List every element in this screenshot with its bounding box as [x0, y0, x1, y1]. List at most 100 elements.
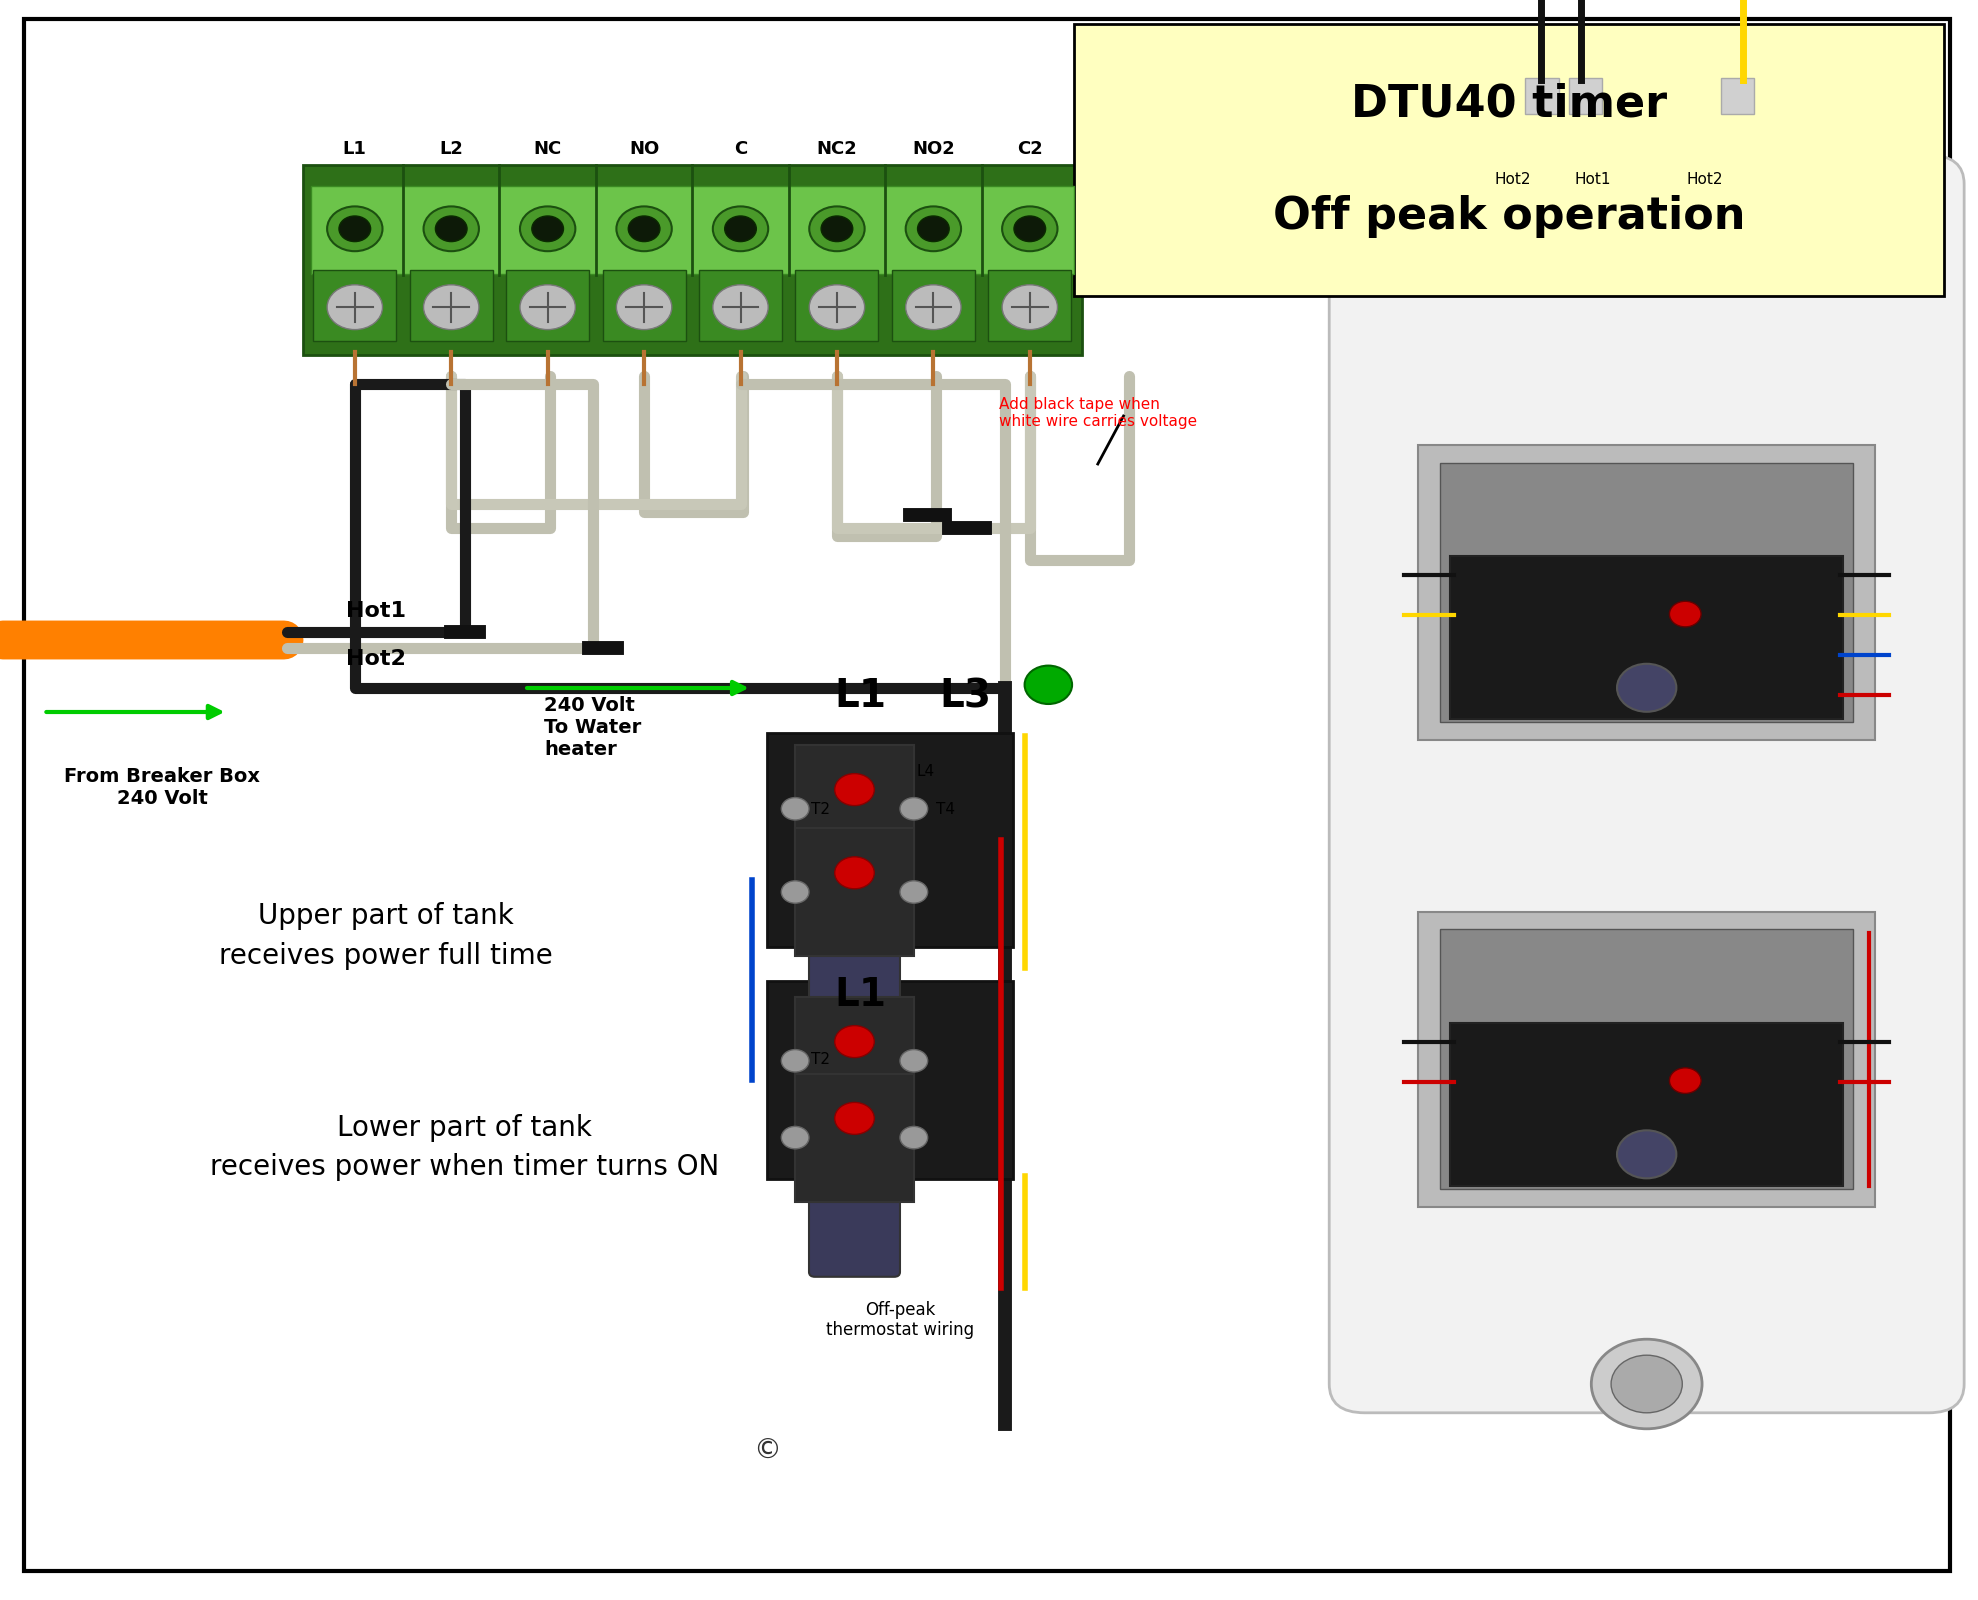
Circle shape	[712, 285, 767, 330]
Circle shape	[326, 285, 382, 330]
Text: C2: C2	[1017, 141, 1042, 158]
FancyBboxPatch shape	[1440, 462, 1853, 722]
Circle shape	[423, 206, 479, 251]
Circle shape	[1669, 1067, 1701, 1093]
Text: Off-peak
thermostat wiring: Off-peak thermostat wiring	[827, 1301, 973, 1339]
Circle shape	[835, 1026, 874, 1058]
FancyBboxPatch shape	[1525, 78, 1559, 114]
FancyBboxPatch shape	[303, 165, 1082, 355]
Text: L1: L1	[835, 976, 886, 1014]
Circle shape	[338, 216, 370, 242]
Circle shape	[809, 206, 864, 251]
FancyBboxPatch shape	[1329, 155, 1964, 1413]
Circle shape	[781, 1126, 809, 1149]
Circle shape	[1669, 602, 1701, 627]
Circle shape	[712, 206, 767, 251]
Circle shape	[900, 797, 928, 819]
Text: C: C	[734, 141, 748, 158]
Circle shape	[520, 206, 576, 251]
Text: Hot2: Hot2	[1495, 171, 1531, 187]
FancyBboxPatch shape	[989, 270, 1072, 341]
Text: Hot2: Hot2	[346, 650, 405, 669]
FancyBboxPatch shape	[809, 947, 900, 1045]
Text: T4: T4	[936, 802, 955, 818]
Circle shape	[724, 216, 756, 242]
Circle shape	[835, 858, 874, 888]
FancyBboxPatch shape	[795, 997, 914, 1125]
Text: Lower part of tank
receives power when timer turns ON: Lower part of tank receives power when t…	[210, 1114, 720, 1181]
Circle shape	[1618, 664, 1677, 712]
Circle shape	[809, 285, 864, 330]
FancyBboxPatch shape	[1418, 912, 1875, 1206]
FancyBboxPatch shape	[506, 270, 589, 341]
Circle shape	[1590, 1339, 1701, 1429]
FancyBboxPatch shape	[1418, 445, 1875, 739]
Circle shape	[900, 1126, 928, 1149]
FancyBboxPatch shape	[795, 827, 914, 955]
FancyBboxPatch shape	[1450, 555, 1843, 718]
Text: L1: L1	[342, 141, 366, 158]
Circle shape	[900, 880, 928, 902]
FancyBboxPatch shape	[1074, 24, 1944, 296]
Circle shape	[520, 285, 576, 330]
Circle shape	[617, 285, 673, 330]
Text: Hot1: Hot1	[1574, 171, 1610, 187]
Text: L2: L2	[439, 141, 463, 158]
FancyBboxPatch shape	[311, 186, 1074, 274]
FancyBboxPatch shape	[1569, 78, 1602, 114]
FancyBboxPatch shape	[1721, 78, 1754, 114]
Text: Off peak operation: Off peak operation	[1274, 195, 1745, 238]
Circle shape	[821, 216, 853, 242]
Circle shape	[629, 216, 661, 242]
Text: NC2: NC2	[817, 141, 856, 158]
Text: DTU40 timer: DTU40 timer	[1351, 82, 1667, 125]
Text: Hot2: Hot2	[1687, 171, 1723, 187]
Text: L1: L1	[835, 677, 886, 715]
FancyBboxPatch shape	[767, 981, 1013, 1179]
FancyBboxPatch shape	[698, 270, 781, 341]
Circle shape	[918, 216, 949, 242]
FancyBboxPatch shape	[313, 270, 396, 341]
FancyBboxPatch shape	[795, 746, 914, 874]
FancyBboxPatch shape	[767, 733, 1013, 947]
Text: Hot1: Hot1	[346, 602, 405, 621]
Circle shape	[1618, 1130, 1677, 1178]
FancyBboxPatch shape	[1385, 80, 1909, 208]
Circle shape	[906, 206, 961, 251]
Text: NO2: NO2	[912, 141, 955, 158]
Circle shape	[781, 1050, 809, 1072]
Text: L3: L3	[940, 677, 991, 715]
FancyBboxPatch shape	[809, 1179, 900, 1277]
FancyBboxPatch shape	[409, 270, 493, 341]
Circle shape	[1025, 666, 1072, 704]
Text: T2: T2	[811, 1051, 831, 1067]
Circle shape	[423, 285, 479, 330]
Text: From Breaker Box
240 Volt: From Breaker Box 240 Volt	[63, 766, 261, 808]
Circle shape	[1610, 1355, 1681, 1413]
FancyBboxPatch shape	[892, 270, 975, 341]
Text: NO: NO	[629, 141, 659, 158]
Text: 240 Volt
To Water
heater: 240 Volt To Water heater	[544, 696, 641, 760]
Circle shape	[900, 1050, 928, 1072]
Circle shape	[835, 1102, 874, 1134]
FancyBboxPatch shape	[795, 270, 878, 341]
Circle shape	[835, 774, 874, 806]
Text: ©: ©	[754, 1437, 781, 1466]
Text: Add black tape when
white wire carries voltage: Add black tape when white wire carries v…	[999, 397, 1197, 429]
Circle shape	[1003, 206, 1058, 251]
Circle shape	[906, 285, 961, 330]
FancyBboxPatch shape	[795, 1074, 914, 1202]
FancyBboxPatch shape	[1450, 1022, 1843, 1186]
Text: L4: L4	[916, 763, 936, 779]
Circle shape	[326, 206, 382, 251]
Text: NC: NC	[534, 141, 562, 158]
Circle shape	[1015, 216, 1046, 242]
FancyBboxPatch shape	[1440, 930, 1853, 1189]
Circle shape	[532, 216, 564, 242]
Circle shape	[435, 216, 467, 242]
Text: T2: T2	[811, 802, 831, 818]
FancyBboxPatch shape	[603, 270, 686, 341]
Circle shape	[781, 880, 809, 902]
Circle shape	[1003, 285, 1058, 330]
Circle shape	[781, 797, 809, 819]
